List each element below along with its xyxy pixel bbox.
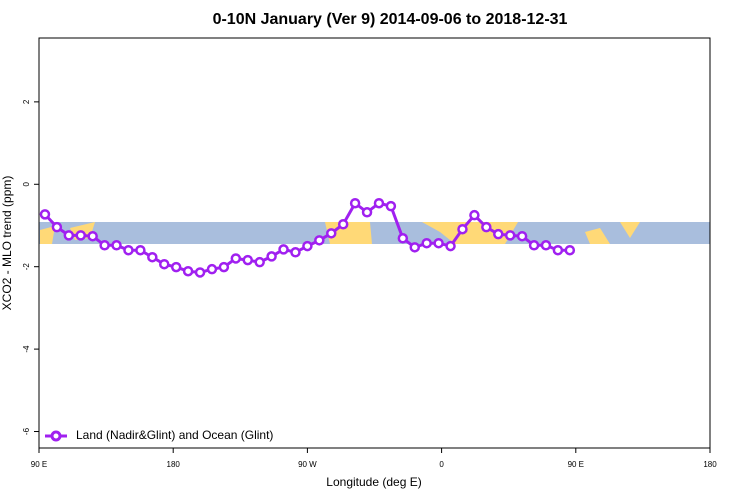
y-tick-label: -2	[22, 263, 31, 271]
point	[564, 244, 576, 256]
point	[552, 244, 564, 256]
point	[326, 228, 337, 239]
x-axis-label: Longitude (deg E)	[326, 475, 421, 489]
point	[433, 237, 444, 249]
point	[349, 197, 361, 209]
legend-marker	[50, 430, 62, 442]
point	[87, 230, 98, 242]
point	[266, 251, 277, 262]
map-strip	[39, 222, 710, 244]
point	[194, 267, 206, 278]
point	[135, 244, 146, 256]
point	[218, 261, 230, 273]
point	[445, 240, 456, 252]
point	[469, 209, 480, 221]
point	[51, 221, 63, 233]
x-tick-label: 180	[703, 460, 717, 469]
point	[481, 221, 492, 233]
point	[182, 265, 194, 277]
point	[278, 244, 289, 255]
point	[290, 247, 301, 258]
x-tick-label: 90 W	[298, 460, 317, 469]
point	[302, 240, 313, 252]
x-tick-label: 180	[167, 460, 181, 469]
point	[373, 197, 385, 209]
point	[493, 228, 504, 240]
point	[242, 254, 254, 266]
point	[63, 230, 75, 241]
legend: Land (Nadir&Glint) and Ocean (Glint)	[45, 428, 273, 442]
point	[123, 244, 134, 256]
point	[540, 240, 552, 251]
point	[361, 207, 373, 218]
point	[421, 237, 432, 249]
x-tick-label: 90 E	[568, 460, 584, 469]
y-axis-label: XCO2 - MLO trend (ppm)	[0, 176, 14, 311]
point	[147, 251, 158, 263]
point	[111, 240, 122, 251]
point	[504, 230, 516, 241]
point	[99, 240, 110, 251]
point	[39, 209, 51, 220]
point	[230, 253, 242, 264]
point	[397, 233, 409, 244]
ocean-band	[39, 222, 710, 244]
chart-title: 0-10N January (Ver 9) 2014-09-06 to 2018…	[213, 11, 568, 28]
y-tick-label: -4	[22, 345, 31, 353]
point	[254, 256, 265, 268]
point	[516, 230, 528, 242]
point	[409, 242, 421, 253]
x-tick-label: 0	[439, 460, 444, 469]
plot-frame	[38, 37, 711, 449]
legend-label: Land (Nadir&Glint) and Ocean (Glint)	[76, 428, 273, 442]
point	[159, 258, 170, 270]
x-tick-label: 90 E	[31, 460, 47, 469]
point	[206, 263, 218, 275]
point	[314, 235, 325, 246]
point	[457, 223, 468, 235]
y-tick-label: 2	[22, 99, 31, 104]
y-tick-label: -6	[22, 427, 31, 435]
point	[170, 261, 182, 273]
point	[75, 230, 87, 241]
point	[337, 219, 349, 230]
point	[528, 240, 540, 251]
y-tick-label: 0	[22, 182, 31, 187]
point	[385, 200, 397, 212]
